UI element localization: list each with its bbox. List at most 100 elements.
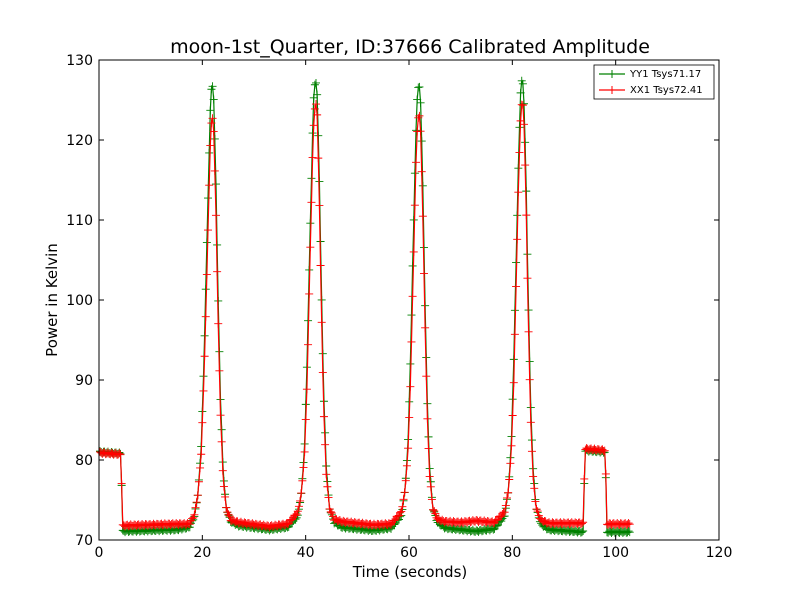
- data-point: [397, 507, 406, 516]
- data-point: [216, 411, 225, 420]
- y-tick-label: 130: [66, 53, 93, 69]
- data-point: [600, 446, 609, 455]
- data-point: [518, 101, 527, 110]
- data-point: [201, 285, 210, 294]
- data-point: [527, 447, 536, 456]
- data-point: [315, 201, 324, 210]
- data-point: [224, 510, 233, 519]
- y-tick-label: 100: [66, 293, 93, 309]
- data-point: [204, 194, 213, 203]
- data-point: [308, 153, 317, 162]
- data-point: [194, 477, 203, 486]
- data-point: [577, 528, 586, 537]
- x-tick-label: 40: [297, 545, 315, 561]
- data-point: [416, 127, 425, 136]
- x-tick-label: 100: [602, 545, 629, 561]
- data-point: [308, 129, 317, 138]
- legend: YY1 Tsys71.17 XX1 Tsys72.41: [593, 64, 715, 100]
- data-point: [209, 95, 218, 104]
- data-point: [398, 502, 407, 511]
- data-point: [516, 116, 525, 125]
- data-point: [327, 509, 336, 518]
- chart-title: moon-1st_Quarter, ID:37666 Calibrated Am…: [170, 36, 650, 58]
- data-point: [508, 411, 517, 420]
- data-point: [304, 340, 313, 349]
- y-tick-label: 120: [66, 133, 93, 149]
- data-point: [526, 418, 535, 427]
- data-point: [323, 482, 332, 491]
- data-point: [408, 261, 417, 270]
- data-point: [306, 243, 315, 252]
- data-point: [208, 114, 217, 123]
- data-point: [500, 508, 509, 517]
- x-tick-label: 60: [400, 545, 418, 561]
- data-point: [624, 519, 633, 528]
- data-point: [213, 267, 222, 276]
- axes-layer: 0 20 40 60 80 100 120 70 80 90 100 110 120 130: [66, 53, 732, 561]
- data-point: [296, 496, 305, 505]
- data-point: [504, 488, 513, 497]
- data-point: [209, 127, 218, 136]
- data-point: [319, 412, 328, 421]
- data-point: [409, 215, 418, 224]
- data-point: [309, 121, 318, 130]
- data-point: [625, 520, 634, 529]
- data-point: [515, 148, 524, 157]
- data-point: [402, 461, 411, 470]
- data-point: [414, 83, 423, 92]
- data-point: [210, 134, 219, 143]
- data-point: [211, 180, 220, 189]
- data-point: [424, 444, 433, 453]
- y-tick-label: 90: [75, 373, 93, 389]
- data-point: [202, 238, 211, 247]
- data-point: [516, 88, 525, 97]
- data-point: [404, 444, 413, 453]
- data-point: [406, 382, 415, 391]
- data-point: [117, 479, 126, 488]
- legend-marker: [608, 86, 616, 94]
- data-point: [307, 198, 316, 207]
- data-point: [412, 158, 421, 167]
- data-point: [579, 518, 588, 527]
- data-point: [115, 449, 124, 458]
- data-point: [415, 82, 424, 91]
- data-point: [316, 261, 325, 270]
- y-tick-label: 70: [75, 533, 93, 549]
- data-point: [523, 274, 532, 283]
- data-point: [513, 235, 522, 244]
- x-axis-label: Time (seconds): [352, 563, 468, 581]
- data-point: [116, 450, 125, 459]
- data-point: [202, 270, 211, 279]
- data-point: [200, 352, 209, 361]
- data-point: [218, 466, 227, 475]
- data-point: [524, 327, 533, 336]
- data-point: [426, 482, 435, 491]
- data-point: [208, 82, 217, 91]
- data-point: [297, 489, 306, 498]
- data-point: [211, 211, 220, 220]
- data-point: [317, 318, 326, 327]
- data-point: [217, 437, 226, 446]
- data-point: [214, 319, 223, 328]
- data-point: [294, 502, 303, 511]
- data-point: [408, 292, 417, 301]
- data-point: [185, 520, 194, 529]
- legend-box: [593, 64, 715, 100]
- data-point: [326, 507, 335, 516]
- data-point: [293, 507, 302, 516]
- data-point: [219, 482, 228, 491]
- data-point: [506, 459, 515, 468]
- data-point: [318, 368, 327, 377]
- data-point: [205, 181, 214, 190]
- data-point: [302, 385, 311, 394]
- data-point: [196, 463, 205, 472]
- data-point: [529, 472, 538, 481]
- data-point: [305, 289, 314, 298]
- x-tick-label: 0: [95, 545, 104, 561]
- data-point: [515, 123, 524, 132]
- data-point: [314, 154, 323, 163]
- legend-label-yy1: YY1 Tsys71.17: [629, 69, 701, 80]
- data-point: [518, 79, 527, 88]
- data-point: [205, 148, 214, 157]
